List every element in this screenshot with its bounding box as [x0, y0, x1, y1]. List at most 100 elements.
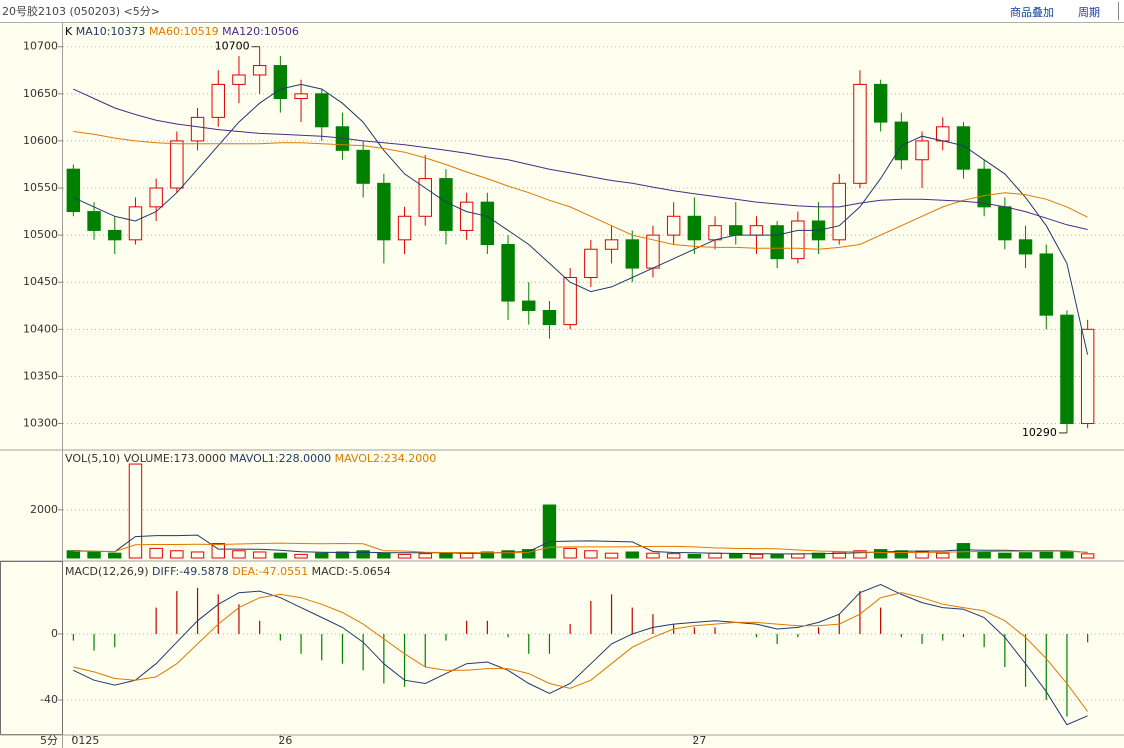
- volume-bar: [294, 553, 308, 559]
- legend: K MA10:10373 MA60:10519 MA120:10506: [65, 25, 302, 38]
- candle-body: [397, 215, 412, 241]
- legend-entry: K: [65, 25, 73, 38]
- legend-entry: MAVOL1:228.0000: [229, 452, 331, 465]
- candle-body: [873, 83, 888, 123]
- candle-body: [522, 300, 536, 311]
- candle-body: [687, 215, 702, 241]
- candle-body: [1018, 239, 1033, 255]
- candle-body: [853, 83, 867, 184]
- volume-bar: [687, 553, 702, 559]
- x-tick-label: 26: [278, 734, 292, 747]
- legend-entry: DIFF:-49.5878: [152, 565, 229, 578]
- candle-body: [252, 65, 267, 76]
- y-tick-label: 2000: [30, 503, 58, 516]
- volume-bar: [252, 551, 267, 559]
- legend-entry: MAVOL2:234.2000: [335, 452, 437, 465]
- y-tick-label: 10700: [23, 40, 58, 53]
- candle-body: [936, 126, 950, 142]
- volume-bar: [418, 553, 432, 559]
- y-tick-label: 10650: [23, 87, 58, 100]
- volume-bar: [1018, 552, 1033, 559]
- y-tick-label: 10350: [23, 369, 58, 382]
- legend: VOL(5,10) VOLUME:173.0000 MAVOL1:228.000…: [65, 452, 440, 465]
- volume-bar: [501, 550, 515, 559]
- line: [73, 88, 1088, 230]
- line: [73, 592, 1089, 712]
- candle-body: [356, 149, 370, 184]
- volume-bar: [915, 551, 929, 559]
- x-tick-label: 27: [692, 734, 706, 747]
- volume-bar: [522, 549, 536, 559]
- volume-bar: [956, 543, 971, 559]
- volume-bar: [708, 552, 722, 559]
- candle-body: [749, 225, 764, 236]
- y-tick-label: 10450: [23, 275, 58, 288]
- annotation-label: 10700: [215, 40, 250, 53]
- candle-body: [273, 65, 288, 100]
- candle-body: [625, 239, 639, 269]
- candle-body: [170, 140, 184, 189]
- volume-bar: [1080, 553, 1095, 559]
- volume-bar: [480, 551, 495, 559]
- candle-body: [232, 74, 246, 85]
- volume-bar: [936, 552, 950, 559]
- candle-body: [832, 182, 846, 241]
- volume-bar: [853, 550, 867, 559]
- volume-bar: [232, 550, 246, 559]
- candle-body: [977, 168, 991, 208]
- y-tick-label: 10500: [23, 228, 58, 241]
- period-link[interactable]: 周期: [1078, 6, 1100, 19]
- volume-bar: [1039, 551, 1053, 559]
- volume-bar: [873, 549, 888, 559]
- candle-body: [190, 116, 205, 142]
- legend-entry: MA60:10519: [149, 25, 219, 38]
- candle-body: [894, 121, 909, 161]
- candle-body: [418, 178, 432, 217]
- y-tick-label: 10400: [23, 322, 58, 335]
- volume-bar: [397, 553, 412, 559]
- candle-body: [66, 168, 81, 213]
- window-title: 20号胶2103 (050203) <5分>: [2, 4, 160, 18]
- candle-body: [377, 182, 391, 241]
- volume-bar: [729, 553, 743, 559]
- candle-body: [211, 83, 225, 118]
- candle-body: [480, 201, 495, 246]
- volume-bar: [315, 552, 329, 559]
- legend-entry: MA120:10506: [222, 25, 299, 38]
- volume-bar: [584, 550, 598, 559]
- legend-entry: MACD(12,26,9): [65, 565, 149, 578]
- volume-bar: [273, 552, 288, 559]
- candle-body: [563, 277, 577, 326]
- period-label: 5分: [40, 734, 58, 747]
- line: [73, 583, 1088, 726]
- volume-bar: [356, 550, 370, 559]
- overlay-link[interactable]: 商品叠加: [1010, 5, 1054, 19]
- volume-bar: [977, 551, 991, 559]
- x-tick-label: 0125: [71, 734, 99, 747]
- y-tick-label: 10300: [23, 417, 58, 430]
- line: [73, 83, 1089, 355]
- volume-bar: [128, 463, 143, 559]
- candle-body: [1060, 314, 1074, 425]
- volume-bar: [170, 550, 184, 559]
- y-tick-label: 0: [51, 627, 58, 640]
- volume-bar: [377, 552, 391, 559]
- line: [73, 542, 1088, 554]
- volume-bar: [625, 551, 639, 559]
- legend-gap: [299, 25, 303, 38]
- legend-entry: VOL(5,10): [65, 452, 120, 465]
- volume-bar: [666, 553, 681, 559]
- volume-bar: [66, 550, 81, 559]
- candle-body: [108, 229, 122, 241]
- candle-body: [584, 248, 598, 279]
- volume-bar: [108, 552, 122, 559]
- header-bar: [0, 0, 1124, 22]
- volume-bar: [646, 552, 660, 559]
- volume-bar: [542, 504, 557, 559]
- candle-body: [1039, 253, 1053, 316]
- volume-bar: [563, 547, 577, 559]
- legend-entry: MA10:10373: [76, 25, 146, 38]
